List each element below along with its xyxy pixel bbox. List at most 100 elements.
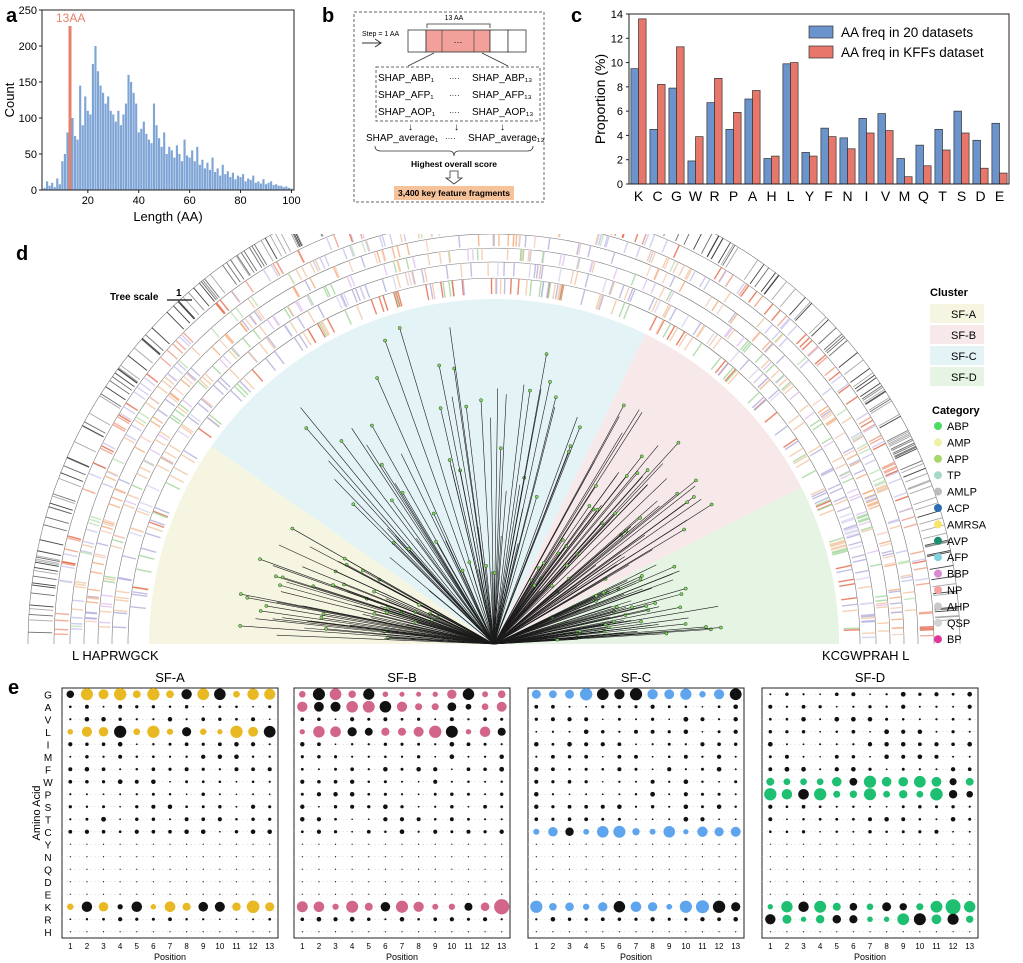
y-tick-label: 8 (617, 82, 623, 94)
tree-leaf (390, 498, 394, 503)
amino-acid-dot (367, 780, 371, 784)
amino-acid-dot (868, 705, 872, 709)
amino-acid-dot (413, 726, 424, 737)
amino-acid-dot (301, 856, 303, 858)
amino-acid-dot (351, 881, 353, 883)
tree-branch (272, 565, 495, 645)
amino-acid-dot (413, 901, 424, 912)
cluster-region-sf-b (494, 333, 802, 644)
tree-branch (344, 558, 495, 645)
amino-acid-dot (836, 893, 838, 895)
amino-acid-dot (230, 725, 243, 738)
amino-acid-dot (596, 688, 609, 701)
ring-mark (344, 309, 352, 325)
tree-branch (351, 428, 495, 645)
amino-acid-dot (467, 881, 470, 883)
tree-leaf (375, 376, 379, 380)
ring-mark (692, 342, 703, 357)
amino-acid-dot (869, 805, 871, 808)
amino-acid-dot (69, 868, 71, 870)
ring-mark (247, 351, 258, 364)
amino-acid-dot (899, 903, 907, 911)
amino-acid-dot (869, 893, 871, 895)
amino-acid-dot (333, 830, 338, 834)
ring-mark (361, 240, 367, 253)
ring-mark (319, 257, 326, 269)
amino-acid-dot (818, 817, 822, 821)
amino-acid-dot (451, 856, 453, 858)
amino-acid-dot (484, 818, 487, 821)
amino-acid-dot (84, 766, 90, 772)
amino-acid-dot (483, 767, 487, 772)
ring-mark (152, 416, 164, 424)
amino-acid-dot (185, 793, 188, 796)
tree-branch (493, 612, 568, 645)
ring-mark (857, 444, 869, 452)
hist-bar (183, 139, 186, 190)
ring-mark (781, 381, 792, 391)
ring-mark (774, 374, 785, 384)
amino-acid-dot (501, 893, 503, 895)
amino-acid-dot (200, 829, 206, 835)
tree-leaf (683, 622, 688, 626)
tree-leaf (544, 352, 549, 356)
tree-leaf (447, 458, 452, 462)
amino-acid-dot (635, 893, 637, 895)
ring-mark (851, 433, 863, 441)
bar-20-datasets (725, 129, 734, 185)
bar-kffs (752, 90, 761, 185)
ring-mark (760, 272, 776, 293)
hist-bar (239, 177, 242, 190)
ring-mark (72, 599, 85, 603)
amino-acid-dot (680, 688, 692, 700)
amino-acid-dot (635, 881, 637, 883)
tree-leaf (556, 551, 561, 556)
ring-mark (139, 501, 153, 508)
ring-mark (169, 392, 180, 402)
tree-branch (493, 484, 649, 645)
ring-mark (127, 355, 148, 371)
amino-acid-dot (434, 718, 437, 721)
ring-mark (365, 239, 371, 252)
amino-acid-dot (363, 688, 375, 700)
panel-label-e: e (8, 677, 19, 699)
ring-mark (851, 553, 866, 559)
amino-acid-dot (602, 856, 604, 858)
amino-acid-dot (267, 829, 272, 835)
tree-leaf (397, 326, 402, 330)
ring-mark (396, 245, 401, 258)
y-tick-label: L (45, 728, 51, 739)
amino-acid-dot (601, 718, 604, 721)
x-tick-label: 5 (601, 942, 606, 951)
ring-mark (266, 319, 275, 330)
amino-acid-dot (416, 691, 422, 697)
ring-mark (292, 286, 300, 298)
ring-mark (595, 293, 602, 310)
bar-20-datasets (915, 144, 924, 185)
tree-leaf (672, 564, 677, 569)
bar-kffs (999, 172, 1008, 185)
amino-acid-dot (819, 868, 821, 870)
ring-mark (770, 309, 782, 322)
ring-mark (103, 575, 116, 579)
amino-acid-dot (617, 817, 621, 821)
amino-acid-dot (185, 718, 188, 721)
tree-leaf (602, 629, 607, 634)
amino-acid-dot (317, 717, 321, 722)
hist-bar (112, 114, 115, 190)
ring-mark (577, 243, 582, 256)
amino-acid-dot (119, 868, 121, 870)
amino-acid-dot (852, 743, 855, 746)
amino-acid-dot (618, 931, 620, 933)
ring-mark (102, 580, 116, 584)
x-category-label: C (652, 188, 662, 204)
ring-mark (861, 619, 876, 623)
ring-mark (533, 264, 537, 279)
hist-bar (170, 150, 173, 190)
amino-acid-dot (918, 830, 922, 834)
tree-branch (451, 396, 495, 645)
hist-bar (186, 155, 189, 190)
tree-leaf (264, 604, 269, 608)
x-tick-label: 2 (551, 942, 556, 951)
amino-acid-dot (919, 856, 921, 858)
